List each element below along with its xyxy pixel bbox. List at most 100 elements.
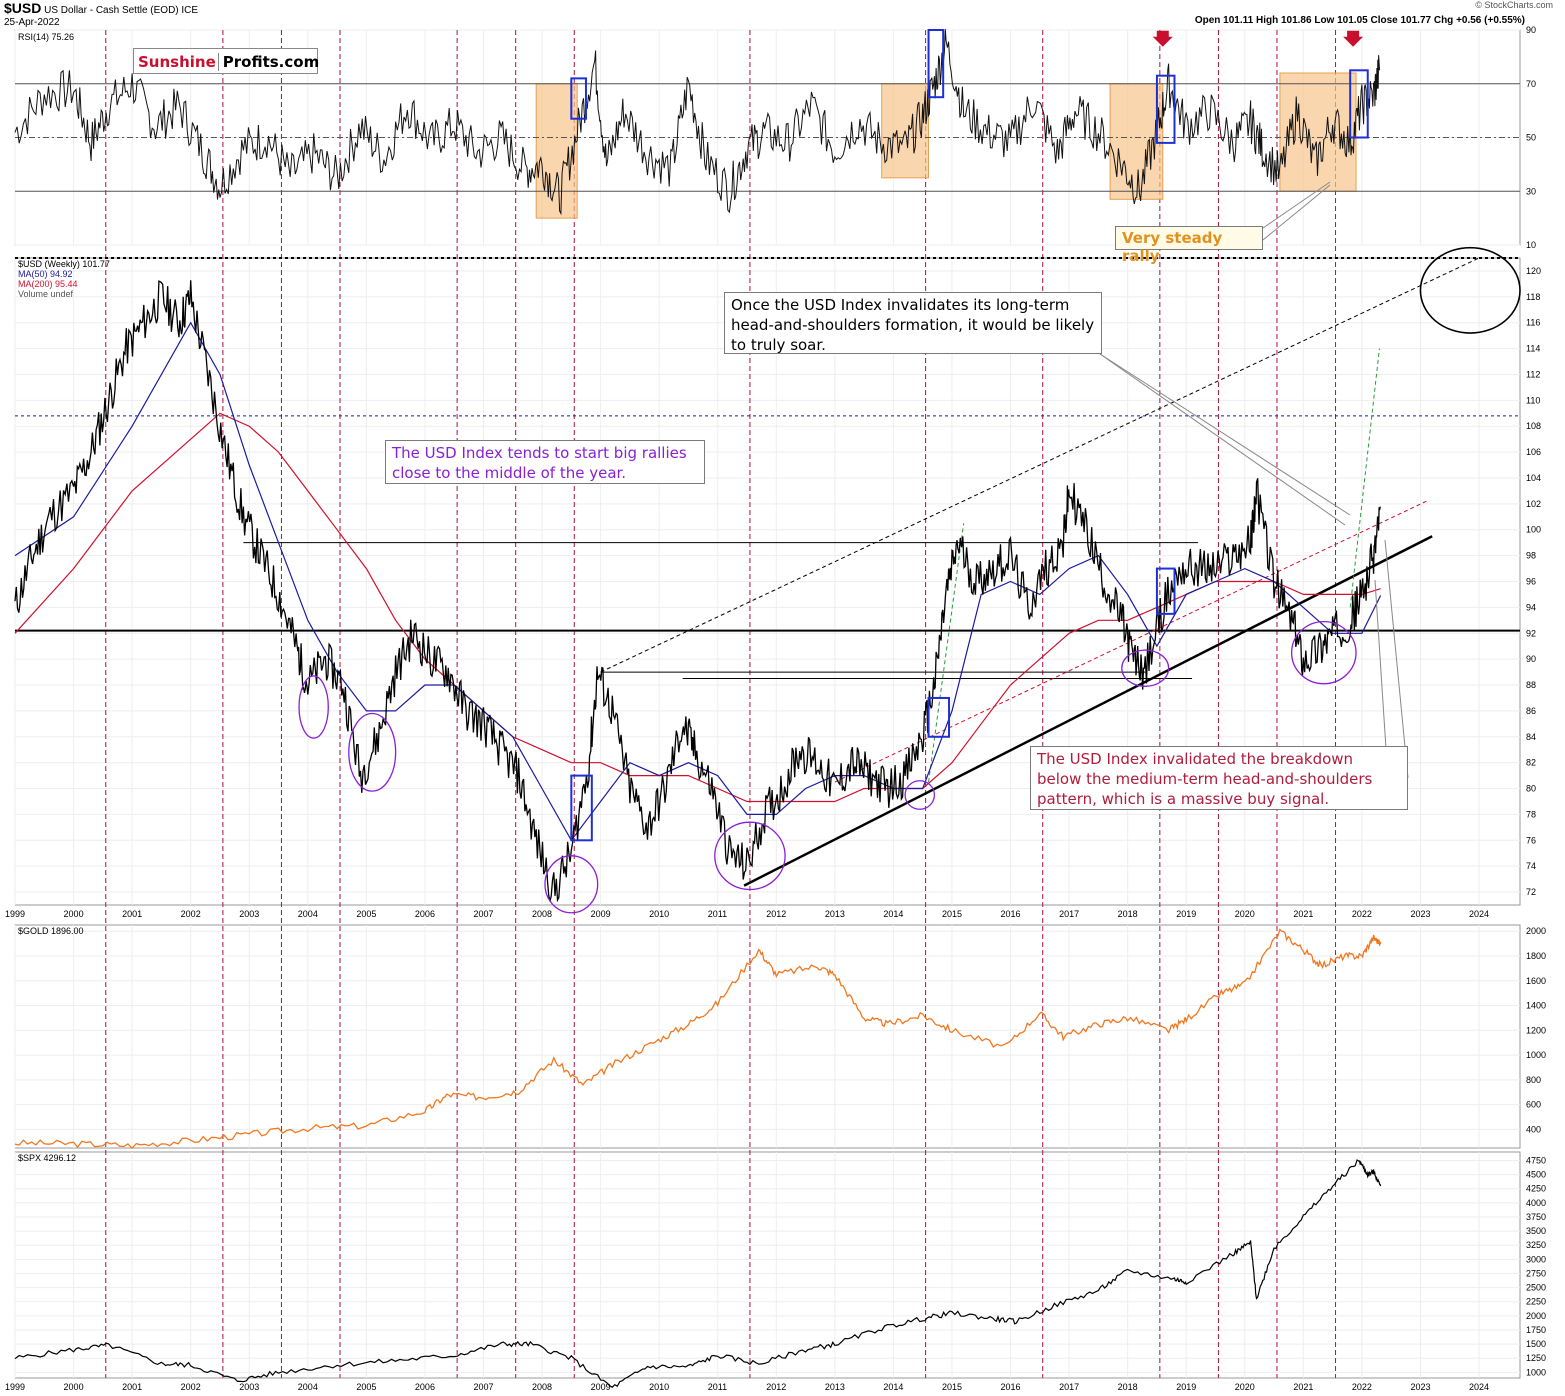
gold-y-tick-label: 600 bbox=[1526, 1100, 1541, 1110]
usd-x-tick-label: 2015 bbox=[942, 909, 962, 919]
usd-y-tick-label: 104 bbox=[1526, 473, 1541, 483]
usd-price-line bbox=[14, 280, 1382, 903]
usd-x-tick-label: 2022 bbox=[1352, 909, 1372, 919]
spx-y-tick-label: 2000 bbox=[1526, 1311, 1546, 1321]
symbol-label: $USD bbox=[4, 0, 42, 16]
spx-x-tick-label: 2022 bbox=[1352, 1382, 1372, 1392]
spx-y-tick-label: 3250 bbox=[1526, 1240, 1546, 1250]
rsi-blue-box bbox=[1155, 74, 1176, 144]
usd-y-tick-label: 100 bbox=[1526, 525, 1541, 535]
spx-y-tick-label: 3000 bbox=[1526, 1254, 1546, 1264]
annotation-top-right: Once the USD Index invalidates its long-… bbox=[724, 292, 1102, 354]
gold-y-tick-label: 1400 bbox=[1526, 1001, 1546, 1011]
symbol-name: US Dollar - Cash Settle (EOD) bbox=[44, 5, 179, 16]
rsi-blue-box bbox=[1349, 69, 1369, 139]
gold-y-tick-label: 2000 bbox=[1526, 926, 1546, 936]
usd-y-tick-label: 86 bbox=[1526, 706, 1536, 716]
annotation-rally: Very steady rally bbox=[1115, 226, 1263, 265]
usd-y-tick-label: 106 bbox=[1526, 447, 1541, 457]
usd-x-tick-label: 2008 bbox=[532, 909, 552, 919]
sunshine-profits-logo: Sunshine Profits.com bbox=[133, 48, 320, 74]
usd-y-tick-label: 112 bbox=[1526, 369, 1540, 379]
logo-part-sunshine: Sunshine bbox=[138, 53, 216, 71]
usd-x-tick-label: 2020 bbox=[1235, 909, 1255, 919]
usd-x-tick-label: 2009 bbox=[591, 909, 611, 919]
spx-x-tick-label: 2001 bbox=[122, 1382, 142, 1392]
rsi-y-tick-label: 10 bbox=[1526, 240, 1536, 250]
spx-y-tick-label: 1000 bbox=[1526, 1367, 1546, 1377]
usd-legend-entry: $USD (Weekly) 101.77 bbox=[18, 259, 110, 269]
spx-x-tick-label: 2024 bbox=[1469, 1382, 1489, 1392]
spx-x-tick-label: 2012 bbox=[766, 1382, 786, 1392]
usd-bottom-circle bbox=[714, 821, 786, 891]
usd-y-tick-label: 80 bbox=[1526, 784, 1536, 794]
spx-y-tick-label: 3750 bbox=[1526, 1212, 1546, 1222]
usd-legend-entry: Volume undef bbox=[18, 289, 74, 299]
spx-x-tick-label: 2018 bbox=[1118, 1382, 1138, 1392]
rsi-blue-box bbox=[570, 77, 587, 120]
callout-pointer-line bbox=[1384, 539, 1409, 779]
usd-ma50-line bbox=[14, 321, 1382, 842]
usd-x-tick-label: 2010 bbox=[649, 909, 669, 919]
spx-x-tick-label: 2020 bbox=[1235, 1382, 1255, 1392]
usd-bottom-circle bbox=[544, 855, 599, 914]
usd-y-tick-label: 108 bbox=[1526, 421, 1541, 431]
logo-part-profits: Profits.com bbox=[217, 53, 320, 71]
usd-y-tick-label: 90 bbox=[1526, 654, 1536, 664]
usd-x-tick-label: 2018 bbox=[1118, 909, 1138, 919]
usd-x-tick-label: 2012 bbox=[766, 909, 786, 919]
usd-y-tick-label: 120 bbox=[1526, 266, 1541, 276]
rsi-y-tick-label: 30 bbox=[1526, 186, 1536, 196]
usd-y-tick-label: 94 bbox=[1526, 602, 1536, 612]
usd-x-tick-label: 2017 bbox=[1059, 909, 1079, 919]
spx-legend: $SPX 4296.12 bbox=[18, 1153, 76, 1163]
spx-x-tick-label: 2004 bbox=[298, 1382, 318, 1392]
usd-y-tick-label: 118 bbox=[1526, 292, 1540, 302]
spx-y-tick-label: 4500 bbox=[1526, 1170, 1546, 1180]
rsi-series-line bbox=[14, 29, 1380, 216]
ohlc-readout: Open 101.11 High 101.86 Low 101.05 Close… bbox=[1194, 15, 1525, 26]
usd-legend-entry: MA(50) 94.92 bbox=[18, 269, 73, 279]
usd-x-tick-label: 2006 bbox=[415, 909, 435, 919]
usd-x-tick-label: 2003 bbox=[239, 909, 259, 919]
spx-x-tick-label: 2008 bbox=[532, 1382, 552, 1392]
usd-y-tick-label: 92 bbox=[1526, 628, 1536, 638]
rsi-down-arrow-icon bbox=[1152, 30, 1173, 47]
usd-target-ellipse bbox=[1419, 246, 1521, 334]
usd-x-tick-label: 2001 bbox=[122, 909, 142, 919]
usd-x-tick-label: 1999 bbox=[5, 909, 25, 919]
usd-x-tick-label: 2002 bbox=[181, 909, 201, 919]
spx-x-tick-label: 1999 bbox=[5, 1382, 25, 1392]
rsi-blue-box bbox=[927, 29, 945, 99]
usd-bottom-circle bbox=[298, 675, 329, 739]
usd-y-tick-label: 82 bbox=[1526, 758, 1536, 768]
callout-pointer-line bbox=[1262, 184, 1331, 241]
usd-ma200-line bbox=[14, 412, 1381, 803]
spx-x-tick-label: 2009 bbox=[591, 1382, 611, 1392]
usd-trend-line bbox=[600, 257, 1480, 673]
spx-y-tick-label: 4000 bbox=[1526, 1198, 1546, 1208]
spx-x-tick-label: 2019 bbox=[1176, 1382, 1196, 1392]
usd-y-tick-label: 78 bbox=[1526, 809, 1536, 819]
callout-pointer-line bbox=[1262, 181, 1331, 229]
usd-trend-line bbox=[1349, 348, 1380, 608]
rsi-y-tick-label: 50 bbox=[1526, 133, 1536, 143]
spx-x-tick-label: 2002 bbox=[181, 1382, 201, 1392]
callout-pointer-line bbox=[1099, 353, 1351, 516]
rsi-legend: RSI(14) 75.26 bbox=[18, 32, 74, 42]
annotation-middle: The USD Index tends to start big rallies… bbox=[385, 440, 705, 484]
usd-legend-entry: MA(200) 95.44 bbox=[18, 279, 78, 289]
spx-x-tick-label: 2011 bbox=[708, 1382, 727, 1392]
gold-panel-frame bbox=[14, 924, 1521, 1149]
exchange-label: ICE bbox=[181, 5, 199, 16]
gold-y-tick-label: 1000 bbox=[1526, 1050, 1546, 1060]
gold-y-tick-label: 400 bbox=[1526, 1124, 1541, 1134]
usd-x-tick-label: 2024 bbox=[1469, 909, 1489, 919]
usd-y-tick-label: 114 bbox=[1526, 344, 1540, 354]
usd-y-tick-label: 72 bbox=[1526, 887, 1536, 897]
spx-y-tick-label: 2500 bbox=[1526, 1283, 1546, 1293]
callout-pointer-line bbox=[1099, 353, 1346, 526]
spx-y-tick-label: 1500 bbox=[1526, 1339, 1546, 1349]
